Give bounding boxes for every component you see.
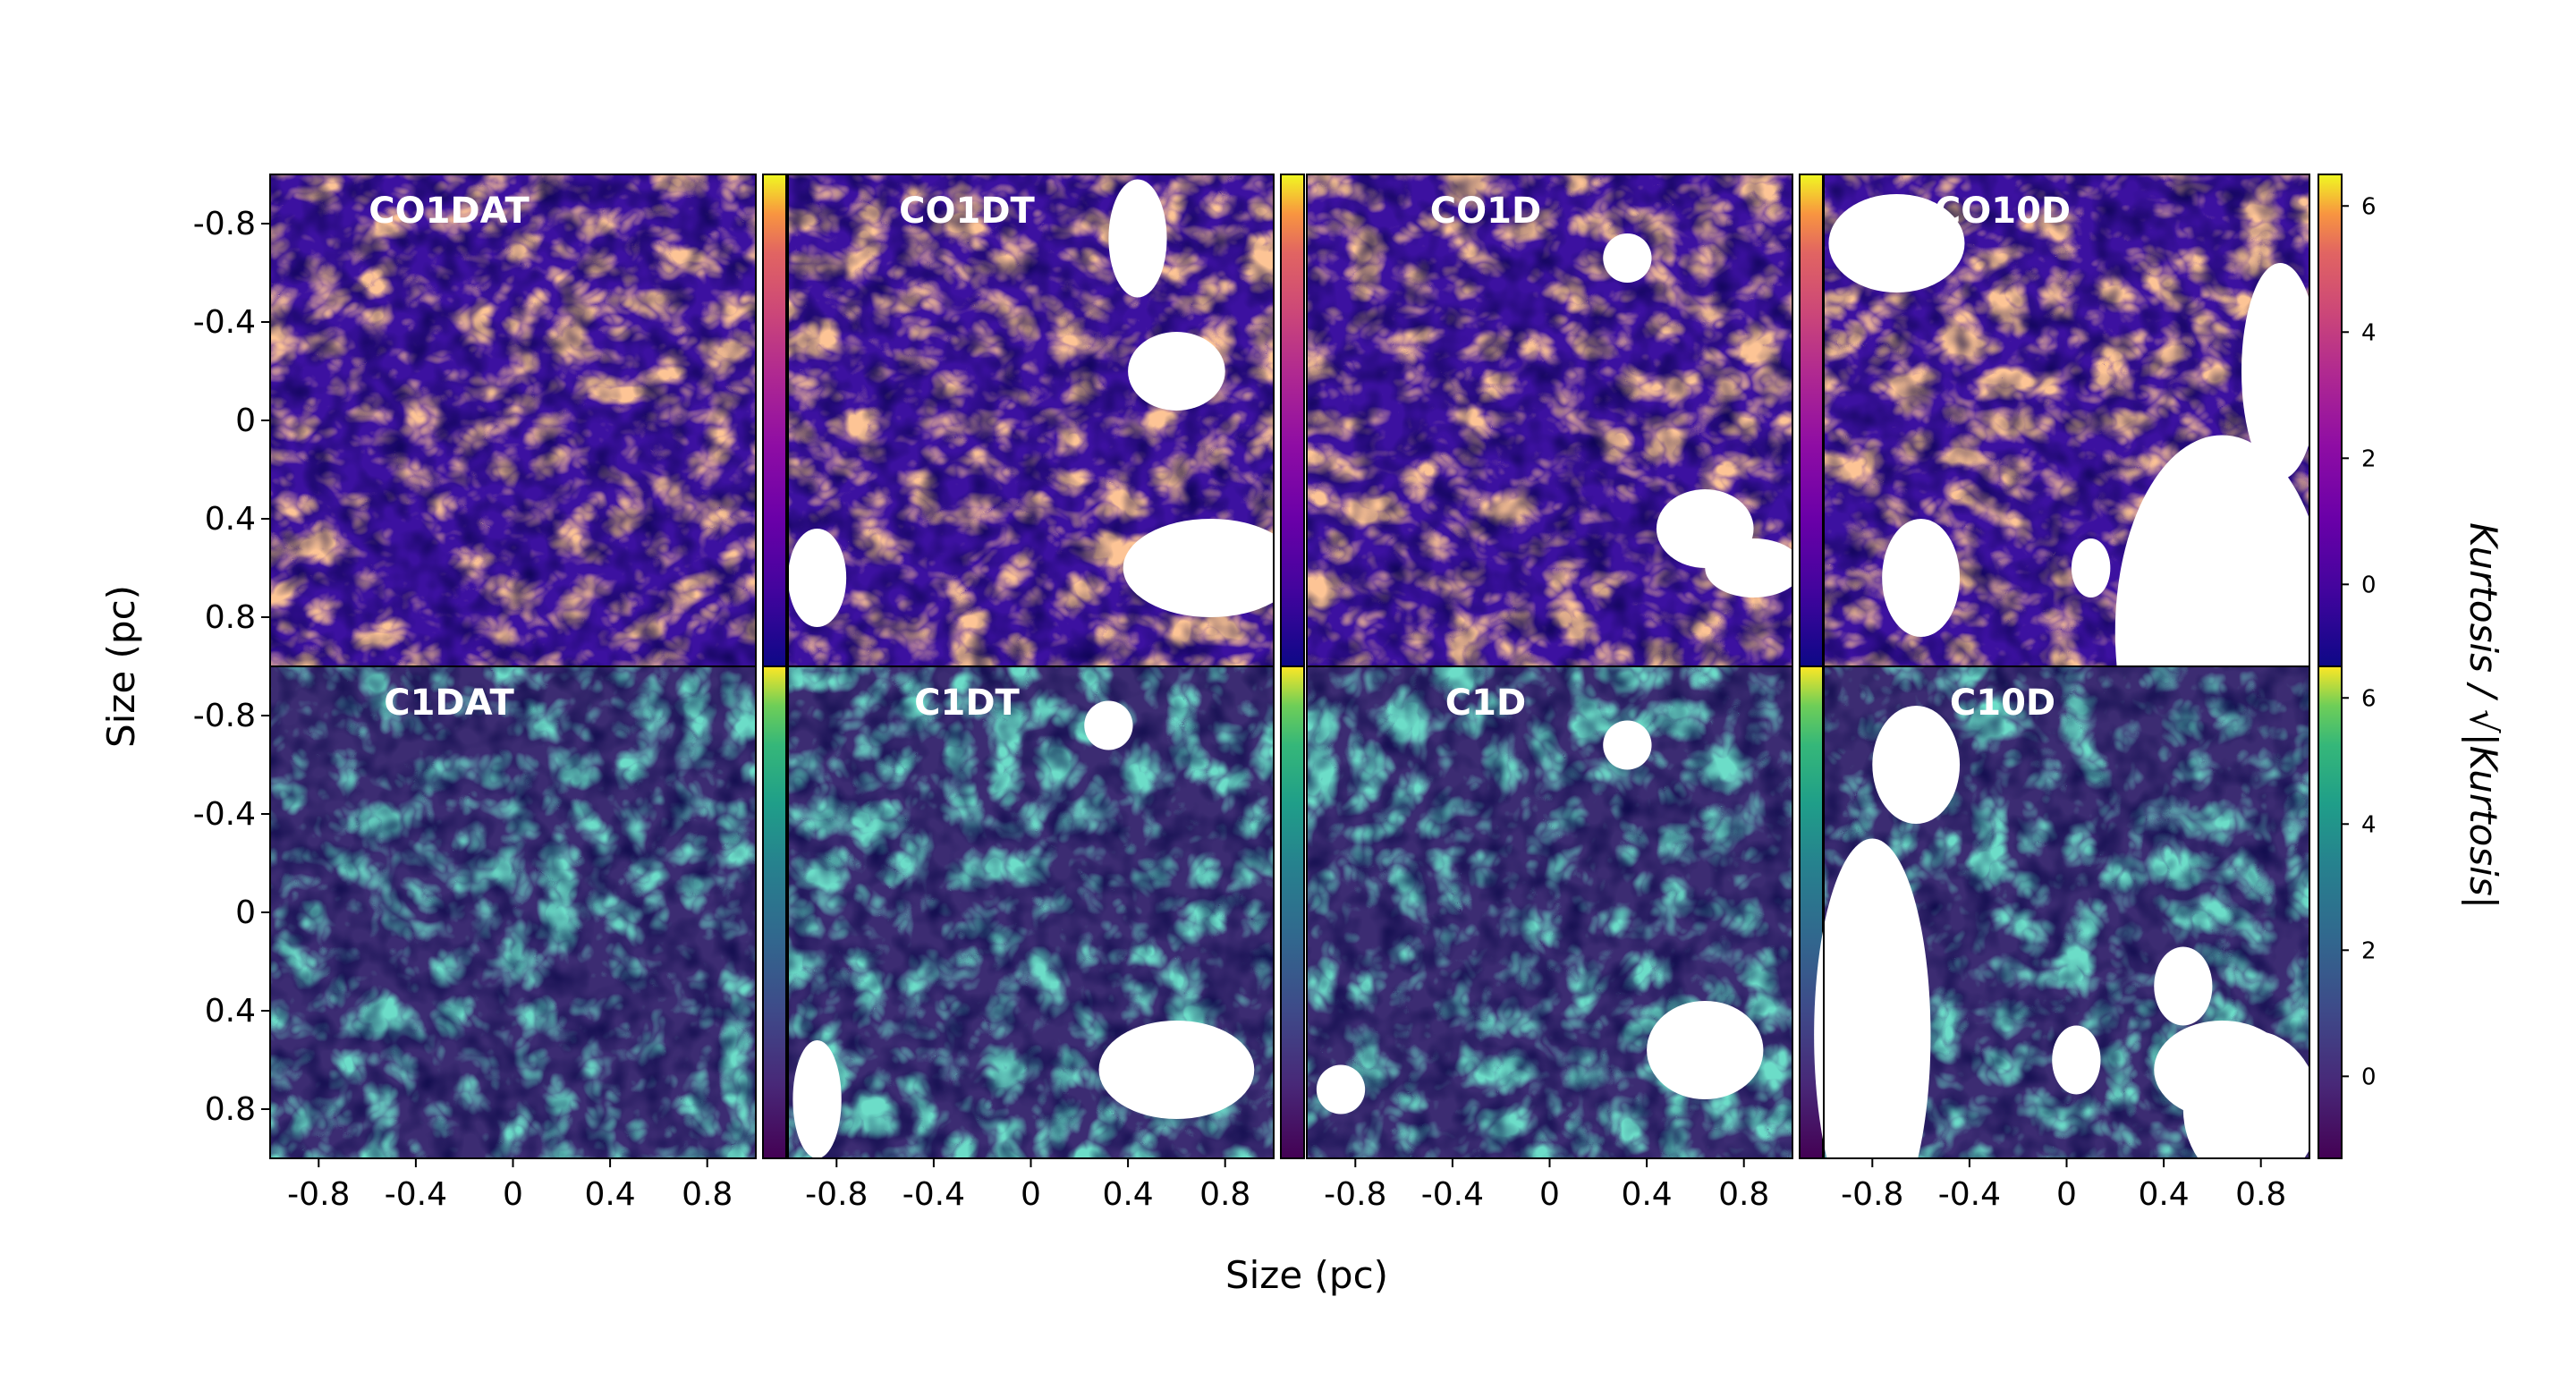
x-tick-label: 0 [503,1176,523,1213]
panel-title-c1d: C1D [1445,682,1526,724]
y-tick-label: 0.8 [205,599,256,636]
panel-co1dat [269,174,757,667]
x-tick-label: 0.4 [1621,1176,1672,1213]
y-tick-label: 0.4 [205,501,256,538]
y-tick-label: 0.4 [205,993,256,1030]
colorbar-c1dt [1280,665,1305,1159]
masked-region [1084,700,1133,750]
masked-region [2071,538,2111,598]
colorbar-tick-label: 4 [2361,319,2377,346]
panel-title-c10d: C10D [1950,682,2055,724]
masked-region [1123,519,1299,617]
masked-region [1098,1021,1255,1119]
x-tick-label: 0 [1539,1176,1560,1213]
y-tick-label: 0.8 [205,1091,256,1128]
masked-region [2182,1030,2319,1188]
x-axis-label: Size (pc) [1225,1253,1388,1297]
x-tick-label: -0.8 [1324,1176,1386,1213]
y-tick-label: 0 [235,403,256,439]
y-tick-label: -0.4 [193,304,256,341]
x-tick-label: 0 [2056,1176,2077,1213]
y-tick-label: -0.8 [193,206,256,242]
panel-c1dt [787,665,1275,1159]
masked-region [1828,194,1965,292]
x-tick-label: 0.8 [2235,1176,2286,1213]
colorbar-tick-label: 0 [2361,572,2377,598]
colorbar-tick-label: 6 [2361,193,2377,220]
panel-co1dt [787,174,1299,667]
x-tick-label: 0.8 [682,1176,733,1213]
masked-region [792,1040,842,1158]
colorbar-co1d [1799,174,1824,667]
masked-region [1128,332,1225,411]
x-tick-label: 0.4 [1102,1176,1153,1213]
panel-c10d [1814,665,2319,1233]
masked-region [2052,1025,2101,1095]
panel-c1d [1306,665,1793,1159]
panel-co10d [1823,174,2329,829]
masked-region [788,529,847,627]
y-tick-label: -0.4 [193,796,256,833]
colorbar-tick-label: 2 [2361,445,2377,472]
masked-region [1705,538,1802,598]
x-tick-label: -0.4 [385,1176,447,1213]
y-axis-label: Size (pc) [99,585,143,748]
panel-title-co1dt: CO1DT [899,191,1035,232]
colorbar-c1dat [762,665,787,1159]
colorbar-co10d [2318,174,2343,667]
masked-region [2154,946,2213,1026]
x-tick-label: -0.4 [902,1176,965,1213]
panel-title-co10d: CO10D [1935,191,2071,232]
colorbar-c10d [2318,665,2343,1159]
masked-region [1603,720,1652,770]
colorbar-tick-label: 2 [2361,937,2377,964]
panel-title-co1dat: CO1DAT [369,191,530,232]
panel-title-co1d: CO1D [1430,191,1541,232]
masked-region [2241,263,2319,479]
y-tick-label: -0.8 [193,698,256,734]
x-tick-label: -0.4 [1421,1176,1484,1213]
masked-region [1603,233,1652,283]
x-tick-label: -0.8 [805,1176,868,1213]
colorbar-label: Kurtosis / √|Kurtosis| [2462,522,2505,909]
masked-region [1814,838,1931,1233]
x-tick-label: -0.8 [1841,1176,1903,1213]
x-tick-label: -0.8 [287,1176,350,1213]
masked-region [1108,179,1167,298]
x-tick-label: 0.4 [584,1176,635,1213]
colorbar-tick-label: 0 [2361,1064,2377,1090]
x-tick-label: 0.8 [1199,1176,1250,1213]
masked-region [1316,1064,1366,1115]
colorbar-co1dat [762,174,787,667]
masked-region [1882,519,1961,637]
colorbar-tick-label: 6 [2361,685,2377,712]
shadow-texture [1307,174,1792,666]
masked-region [1872,706,1961,824]
panel-c1dat [269,665,757,1159]
masked-region [2164,470,2241,568]
shadow-texture [270,666,756,1158]
panel-title-c1dat: C1DAT [384,682,514,724]
masked-region [1647,1001,1764,1099]
panel-title-c1dt: C1DT [914,682,1020,724]
colorbar-tick-label: 4 [2361,811,2377,838]
y-tick-label: 0 [235,894,256,931]
x-tick-label: 0.8 [1718,1176,1769,1213]
x-tick-label: 0 [1021,1176,1041,1213]
shadow-texture [270,174,756,666]
x-tick-label: 0.4 [2138,1176,2189,1213]
colorbar-co1dt [1280,174,1305,667]
panel-co1d [1306,174,1802,667]
x-tick-label: -0.4 [1938,1176,2001,1213]
